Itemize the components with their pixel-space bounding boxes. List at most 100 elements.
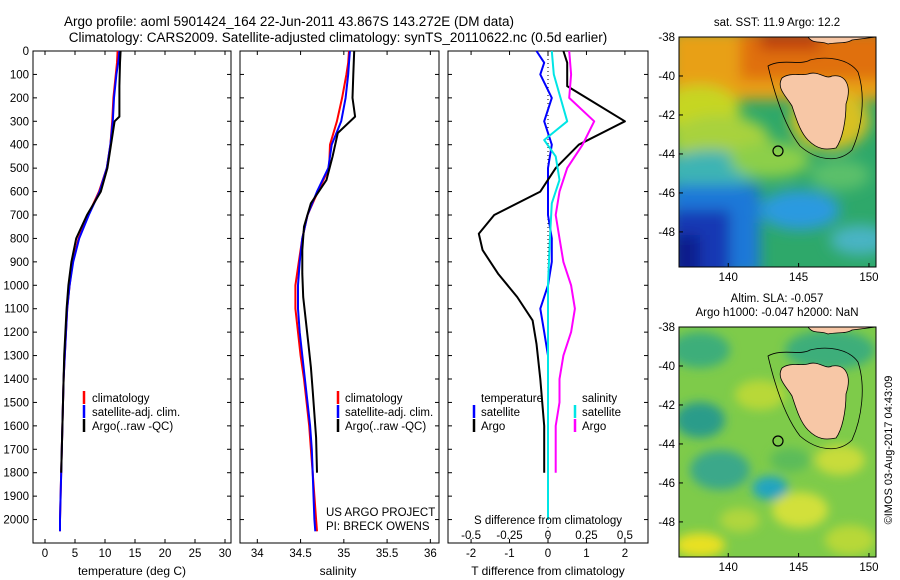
sla-heatmap xyxy=(679,327,876,557)
map-lat-tick-label: -38 xyxy=(658,322,675,334)
legend-label-t-satellite: satellite xyxy=(481,407,520,419)
s-difference-axis-label: S difference from climatology xyxy=(474,515,622,527)
legend-label-argo: Argo(..raw -QC) xyxy=(345,421,426,433)
map-lon-tick-label: 150 xyxy=(859,272,878,284)
project-annotation-line2: PI: BRECK OWENS xyxy=(326,521,430,533)
salinity-legend: climatology satellite-adj. clim. Argo(..… xyxy=(336,391,433,433)
depth-tick-label: 500 xyxy=(10,163,29,175)
series-line-salinity-argo xyxy=(554,50,596,473)
map-lon-tick-label: 145 xyxy=(789,272,808,284)
x-tick-label: 10 xyxy=(99,548,112,560)
series-line-argo xyxy=(477,50,626,473)
depth-tick-label: 700 xyxy=(10,210,29,222)
x-tick-label: 5 xyxy=(72,548,78,560)
x-tick-label: 34 xyxy=(251,548,264,560)
depth-tick-label: 300 xyxy=(10,116,29,128)
temperature-ticks: 0100200300400500600700800900100011001200… xyxy=(3,46,231,560)
map-lat-tick-label: -46 xyxy=(658,188,675,200)
map-lon-tick-label: 140 xyxy=(719,272,738,284)
figure-title-line2: Climatology: CARS2009. Satellite-adjuste… xyxy=(69,30,608,45)
legend-label-t-argo: Argo xyxy=(481,421,505,433)
map-lat-tick-label: -40 xyxy=(658,361,675,373)
s-diff-tick-label: 0.25 xyxy=(575,530,597,542)
sla-map-panel: Altim. SLA: -0.057 Argo h1000: -0.047 h2… xyxy=(658,293,878,574)
sst-map-ticks: 140 145 150 -38 -40 -42 -44 -46 -48 xyxy=(658,32,878,284)
salinity-x-axis-label: salinity xyxy=(320,564,357,578)
temperature-axes-box xyxy=(32,50,232,544)
sla-map-title-line2: Argo h1000: -0.047 h2000: NaN xyxy=(695,307,858,319)
x-tick-label: 35 xyxy=(337,548,350,560)
series-line-argo xyxy=(301,50,357,473)
x-tick-label: 15 xyxy=(129,548,142,560)
legend-label-s-argo: Argo xyxy=(582,421,606,433)
temperature-lines xyxy=(59,50,122,532)
difference-lines xyxy=(477,50,626,520)
map-lat-tick-label: -48 xyxy=(658,227,675,239)
depth-tick-label: 1900 xyxy=(3,491,29,503)
map-lat-tick-label: -42 xyxy=(658,400,675,412)
depth-tick-label: 400 xyxy=(10,140,29,152)
sla-axes-box xyxy=(678,326,877,558)
salinity-ticks: 34 34.5 35 35.5 36 xyxy=(240,50,439,560)
depth-tick-label: 1100 xyxy=(4,304,29,316)
map-lon-tick-label: 150 xyxy=(859,562,878,574)
depth-tick-label: 1800 xyxy=(3,468,29,480)
map-lat-tick-label: -40 xyxy=(658,71,675,83)
difference-legend: temperature satellite Argo salinity sate… xyxy=(472,393,621,433)
legend-label-s-satellite: satellite xyxy=(582,407,621,419)
depth-tick-label: 1500 xyxy=(3,397,29,409)
figure-title-line1: Argo profile: aoml 5901424_164 22-Jun-20… xyxy=(64,14,514,29)
depth-tick-label: 800 xyxy=(10,233,29,245)
x-tick-label: -2 xyxy=(466,548,476,560)
argo-position-marker xyxy=(772,435,784,447)
depth-tick-label: 2000 xyxy=(3,515,29,527)
x-tick-label: 20 xyxy=(159,548,172,560)
series-line-salinity-satellite xyxy=(543,50,569,520)
sst-heatmap xyxy=(679,37,876,267)
shelf-contour xyxy=(767,57,863,159)
temperature-x-axis-label: temperature (deg C) xyxy=(78,564,186,578)
sst-axes-box xyxy=(678,36,877,268)
salinity-lines xyxy=(294,50,357,532)
depth-tick-label: 600 xyxy=(10,187,29,199)
x-tick-label: -1 xyxy=(504,548,514,560)
series-line-satellite xyxy=(297,50,351,532)
legend-label-satellite: satellite-adj. clim. xyxy=(92,407,180,419)
s-diff-tick-label: -0.5 xyxy=(461,530,481,542)
sla-map-title-line1: Altim. SLA: -0.057 xyxy=(731,293,824,305)
mainland-land xyxy=(807,37,876,45)
map-lat-tick-label: -48 xyxy=(658,517,675,529)
map-lat-tick-label: -44 xyxy=(658,439,675,451)
map-lat-tick-label: -46 xyxy=(658,478,675,490)
shelf-contour xyxy=(767,347,863,449)
mainland-land xyxy=(807,327,876,335)
salinity-panel: 34 34.5 35 35.5 36 climatology satellite-adj… xyxy=(239,50,440,578)
x-tick-label: 0 xyxy=(42,548,48,560)
temperature-panel: 0100200300400500600700800900100011001200… xyxy=(3,46,232,578)
map-lon-tick-label: 145 xyxy=(789,562,808,574)
series-line-argo xyxy=(60,50,122,473)
difference-ticks: -2 -1 0 1 2 xyxy=(448,50,648,560)
depth-tick-label: 1000 xyxy=(3,280,29,292)
legend-label-argo: Argo(..raw -QC) xyxy=(92,421,173,433)
s-difference-tick-labels: -0.5 -0.25 0 0.25 0.5 xyxy=(461,530,633,542)
depth-tick-label: 1200 xyxy=(3,327,29,339)
salinity-axes-box xyxy=(239,50,440,544)
legend-label-climatology: climatology xyxy=(345,393,403,405)
difference-panel: -2 -1 0 1 2 temperature satellite Argo salin… xyxy=(447,50,649,578)
project-annotation-line1: US ARGO PROJECT xyxy=(326,507,435,519)
depth-tick-label: 100 xyxy=(10,69,29,81)
t-difference-axis-label: T difference from climatology xyxy=(471,564,625,578)
map-lat-tick-label: -38 xyxy=(658,32,675,44)
copyright-stamp: ©IMOS 03-Aug-2017 04:43:09 xyxy=(883,376,895,525)
x-tick-label: 35.5 xyxy=(376,548,398,560)
tasmania-land xyxy=(779,72,849,150)
x-tick-label: 2 xyxy=(622,548,628,560)
temperature-legend: climatology satellite-adj. clim. Argo(..… xyxy=(82,391,180,433)
argo-position-marker xyxy=(772,145,784,157)
depth-tick-label: 1300 xyxy=(3,351,29,363)
s-diff-tick-label: 0 xyxy=(545,530,551,542)
depth-tick-label: 900 xyxy=(10,257,29,269)
legend-label-climatology: climatology xyxy=(92,393,150,405)
